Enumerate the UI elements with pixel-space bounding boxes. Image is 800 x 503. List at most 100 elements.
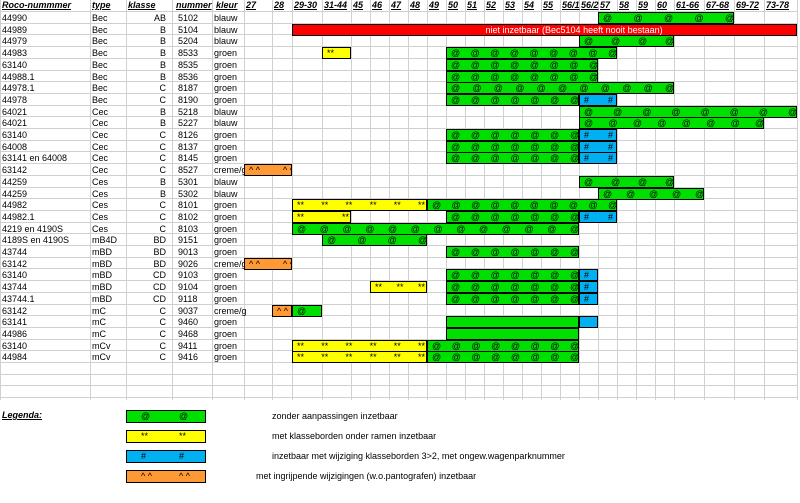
availability-symbol: @ <box>490 59 500 70</box>
header-roco: Roco-nummmer <box>2 0 72 10</box>
availability-symbol: @ <box>568 200 579 211</box>
availability-symbol: # <box>584 130 590 140</box>
availability-symbol: ** <box>418 340 426 351</box>
row-klasse: BD <box>153 258 166 269</box>
availability-bar-green: @ @ @ @ @ @ @ <box>446 292 579 305</box>
period-header: 49 <box>429 0 440 10</box>
row-kleur: groen <box>214 71 238 82</box>
row-type: mBD <box>92 270 112 281</box>
row-roco: 44988.1 <box>2 71 35 82</box>
availability-symbol: @ <box>570 153 579 164</box>
availability-symbol: @ <box>530 153 540 164</box>
availability-symbol: @ <box>501 223 511 234</box>
availability-symbol: @ <box>536 83 546 94</box>
availability-bar-yellow: ** <box>322 47 351 60</box>
availability-symbol: @ <box>550 211 560 222</box>
availability-symbol: @ <box>550 282 560 293</box>
availability-symbol: # <box>584 153 590 164</box>
row-type: Cec <box>92 141 109 152</box>
availability-symbol: @ <box>510 200 520 211</box>
availability-symbol: @ <box>432 352 442 363</box>
row-kleur: groen <box>214 130 238 140</box>
row-kleur: groen <box>214 94 238 105</box>
row-kleur: blauw <box>214 13 238 23</box>
availability-symbol: @ <box>589 59 598 70</box>
availability-symbol: @ <box>470 130 480 140</box>
availability-symbol: @ <box>510 211 520 222</box>
availability-symbol: @ <box>570 211 579 222</box>
row-nummer: 9037 <box>178 305 199 316</box>
availability-symbol: @ <box>603 188 613 199</box>
availability-symbol: @ <box>357 235 367 246</box>
row-type: Ces <box>92 200 109 211</box>
row-kleur: blauw <box>214 24 238 35</box>
period-header: 48 <box>410 0 421 10</box>
availability-symbol: @ <box>570 223 579 234</box>
row-type: Cec <box>92 153 109 164</box>
availability-symbol: @ <box>490 48 500 59</box>
availability-symbol: @ <box>570 141 579 152</box>
availability-symbol: ** <box>369 340 377 351</box>
availability-symbol: @ <box>451 282 461 293</box>
availability-bar-red: niet inzetbaar (Bec5104 heeft nooit best… <box>292 23 797 36</box>
availability-symbol: @ <box>550 94 560 105</box>
grid-line-vertical <box>617 0 618 400</box>
grid-line-horizontal <box>0 338 797 340</box>
availability-symbol: @ <box>510 270 520 281</box>
grid-line-vertical <box>272 0 273 400</box>
availability-symbol: @ <box>451 352 461 363</box>
availability-symbol: @ <box>471 200 481 211</box>
availability-symbol: ** <box>418 200 426 211</box>
grid-line-vertical <box>90 0 91 400</box>
availability-bar-cyan <box>579 316 598 329</box>
availability-bar-yellow: ** ** ** ** ** ** <box>292 199 427 212</box>
availability-symbol: @ <box>570 270 579 281</box>
availability-symbol: @ <box>529 200 539 211</box>
grid-line-horizontal <box>0 174 797 176</box>
availability-bar-orange: ^ ^ ^ ^ <box>244 164 292 177</box>
grid-line-horizontal <box>0 397 797 399</box>
grid-line-vertical <box>126 0 127 400</box>
availability-symbol: @ <box>584 106 594 117</box>
availability-bar-green: @ @ @ @ @ @ @ <box>446 140 579 153</box>
availability-bar-green: @ @ @ @ @ <box>598 187 704 200</box>
row-roco: 44978.1 <box>2 83 35 94</box>
availability-symbol: # <box>584 211 590 222</box>
availability-symbol: @ <box>570 247 579 257</box>
availability-symbol: @ <box>451 83 461 94</box>
row-type: mC <box>92 317 106 328</box>
availability-symbol: @ <box>451 141 461 152</box>
period-header: 60 <box>657 0 668 10</box>
legend-title: Legenda: <box>2 410 43 420</box>
grid-line-horizontal <box>0 69 797 71</box>
availability-symbol: @ <box>510 340 520 351</box>
row-type: mC <box>92 328 106 339</box>
availability-symbol: ** <box>418 282 426 293</box>
availability-symbol: @ <box>530 340 540 351</box>
availability-bar-green <box>446 316 579 329</box>
grid-line-horizontal <box>0 163 797 165</box>
grid-line-horizontal <box>0 256 797 258</box>
availability-symbol: ** <box>345 352 353 363</box>
availability-bar-green: @ @ @ @ @ @ @ @ @ <box>446 47 617 60</box>
period-header: 46 <box>372 0 383 10</box>
row-kleur: groen <box>214 340 238 351</box>
availability-symbol: @ <box>730 118 740 129</box>
availability-bar-green: @ @ @ @ @ <box>598 12 734 24</box>
row-roco: 63142 <box>2 305 28 316</box>
availability-symbol: @ <box>613 106 623 117</box>
availability-symbol: @ <box>672 188 682 199</box>
availability-symbol: @ <box>297 223 307 234</box>
legend-symbol: @ <box>179 411 189 421</box>
availability-symbol: @ <box>569 71 579 82</box>
availability-symbol: @ <box>550 352 560 363</box>
row-klasse: B <box>159 176 166 187</box>
availability-symbol: @ <box>530 247 540 257</box>
availability-bar-cyan: # # <box>579 93 617 106</box>
bar-text: niet inzetbaar (Bec5104 heeft nooit best… <box>485 24 663 35</box>
row-klasse: B <box>159 36 166 47</box>
grid-line-vertical <box>674 0 675 400</box>
availability-symbol: ** <box>369 200 377 211</box>
availability-symbol: ** <box>345 340 353 351</box>
period-header: 27 <box>246 0 257 10</box>
